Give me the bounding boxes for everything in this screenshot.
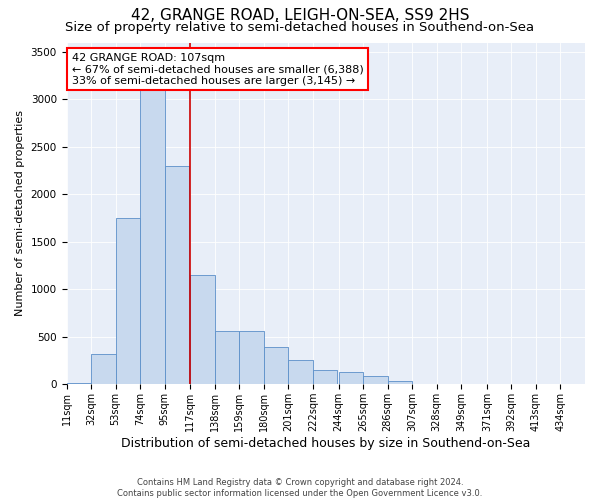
Bar — [239, 331, 264, 384]
Bar — [363, 376, 388, 384]
X-axis label: Distribution of semi-detached houses by size in Southend-on-Sea: Distribution of semi-detached houses by … — [121, 437, 530, 450]
Bar — [289, 360, 313, 384]
Bar — [91, 354, 116, 384]
Text: 42, GRANGE ROAD, LEIGH-ON-SEA, SS9 2HS: 42, GRANGE ROAD, LEIGH-ON-SEA, SS9 2HS — [131, 8, 469, 22]
Text: Size of property relative to semi-detached houses in Southend-on-Sea: Size of property relative to semi-detach… — [65, 21, 535, 34]
Text: 42 GRANGE ROAD: 107sqm
← 67% of semi-detached houses are smaller (6,388)
33% of : 42 GRANGE ROAD: 107sqm ← 67% of semi-det… — [72, 53, 364, 86]
Bar — [388, 380, 412, 384]
Bar — [215, 331, 239, 384]
Bar — [164, 166, 189, 384]
Bar — [338, 372, 363, 384]
Text: Contains HM Land Registry data © Crown copyright and database right 2024.
Contai: Contains HM Land Registry data © Crown c… — [118, 478, 482, 498]
Bar — [264, 348, 289, 385]
Bar — [313, 370, 337, 384]
Bar — [116, 218, 140, 384]
Bar — [140, 90, 164, 384]
Bar — [190, 275, 215, 384]
Y-axis label: Number of semi-detached properties: Number of semi-detached properties — [15, 110, 25, 316]
